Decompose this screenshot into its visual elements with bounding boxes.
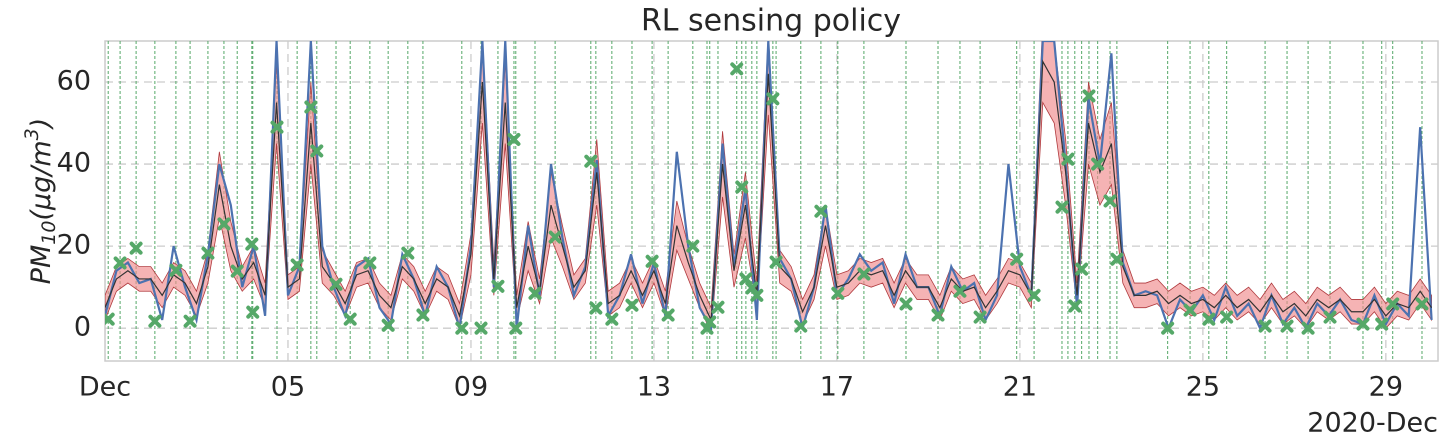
sample-marker	[1301, 321, 1315, 335]
sample-marker	[1280, 319, 1294, 333]
sample-marker	[1068, 299, 1082, 313]
sample-marker	[625, 298, 639, 312]
sample-marker	[148, 314, 162, 328]
sample-marker	[931, 308, 945, 322]
sample-marker	[169, 263, 183, 277]
sample-marker	[973, 310, 987, 324]
sample-marker	[857, 267, 871, 281]
sample-marker	[1055, 200, 1069, 214]
x-tick-label: Dec	[79, 372, 131, 403]
sample-marker	[304, 100, 318, 114]
sample-marker	[217, 217, 231, 231]
x-tick-label: 09	[454, 372, 488, 403]
sample-marker	[750, 288, 764, 302]
sample-marker	[113, 256, 127, 270]
sample-marker	[1375, 317, 1389, 331]
sample-marker	[329, 277, 343, 291]
sample-marker	[1386, 297, 1400, 311]
sample-marker	[1323, 310, 1337, 324]
sample-marker	[270, 120, 284, 134]
y-tick-label: 0	[74, 312, 91, 343]
sample-marker	[730, 62, 744, 76]
chart-title: RL sensing policy	[641, 4, 901, 39]
sample-marker	[794, 319, 808, 333]
sample-marker	[548, 230, 562, 244]
sample-marker	[129, 241, 143, 255]
sample-marker	[509, 321, 523, 335]
sample-marker	[1082, 89, 1096, 103]
sample-marker	[899, 297, 913, 311]
sample-marker	[1103, 194, 1117, 208]
x-tick-label: 29	[1369, 372, 1403, 403]
y-label-sub: 10	[38, 221, 60, 245]
sample-marker	[1258, 319, 1272, 333]
sample-marker	[507, 132, 521, 146]
sample-marker	[1183, 303, 1197, 317]
sample-marker	[474, 321, 488, 335]
sample-marker	[661, 308, 675, 322]
sample-marker	[766, 92, 780, 106]
sample-marker	[605, 312, 619, 326]
x-tick-label: 21	[1003, 372, 1037, 403]
sample-marker	[401, 246, 415, 260]
sample-marker	[105, 312, 115, 326]
sample-marker	[589, 301, 603, 315]
y-label-sup: 3	[21, 128, 43, 140]
sample-marker	[1091, 157, 1105, 171]
sample-marker	[290, 258, 304, 272]
sample-marker	[584, 154, 598, 168]
plot-layer	[105, 41, 1438, 361]
sample-marker	[310, 144, 324, 158]
sample-marker	[363, 256, 377, 270]
x-tick-label: 17	[820, 372, 854, 403]
y-tick-label: 20	[57, 230, 91, 261]
sample-marker	[1075, 262, 1089, 276]
sample-marker	[703, 315, 717, 329]
sample-marker	[1415, 297, 1429, 311]
x-tick-label: 25	[1186, 372, 1220, 403]
sample-marker	[1202, 312, 1216, 326]
sample-marker	[416, 308, 430, 322]
sample-marker	[491, 279, 505, 293]
sample-marker	[246, 305, 260, 319]
sample-marker	[245, 237, 259, 251]
sample-marker	[711, 300, 725, 314]
sample-marker	[831, 286, 845, 300]
sample-marker	[1356, 317, 1370, 331]
y-label-mid: (μg/m	[26, 140, 57, 220]
sample-marker	[1110, 252, 1124, 266]
y-label-base: PM	[26, 245, 57, 285]
sample-marker	[814, 204, 828, 218]
sample-marker	[343, 312, 357, 326]
sample-marker	[1220, 310, 1234, 324]
sample-marker	[183, 314, 197, 328]
sample-marker	[739, 272, 753, 286]
y-tick-label: 60	[57, 66, 91, 97]
sample-marker	[735, 180, 749, 194]
y-tick-label: 40	[57, 148, 91, 179]
y-label-end: )	[26, 118, 57, 131]
sample-marker	[645, 254, 659, 268]
sample-marker	[953, 284, 967, 298]
sample-marker	[1161, 321, 1175, 335]
sample-marker	[1010, 252, 1024, 266]
sample-marker	[1061, 152, 1075, 166]
sample-marker	[381, 318, 395, 332]
x-tick-label: 13	[637, 372, 671, 403]
sample-marker	[769, 255, 783, 269]
sample-marker	[201, 246, 215, 260]
y-axis-label: PM10(μg/m3)	[21, 118, 60, 285]
sample-marker	[686, 239, 700, 253]
x-offset-label: 2020-Dec	[1307, 408, 1438, 439]
x-tick-label: 05	[271, 372, 305, 403]
sample-marker	[528, 286, 542, 300]
prediction-line	[105, 59, 1433, 323]
sample-marker	[230, 264, 244, 278]
observed-line	[105, 41, 1433, 332]
sample-marker	[455, 321, 469, 335]
sample-marker	[1027, 288, 1041, 302]
